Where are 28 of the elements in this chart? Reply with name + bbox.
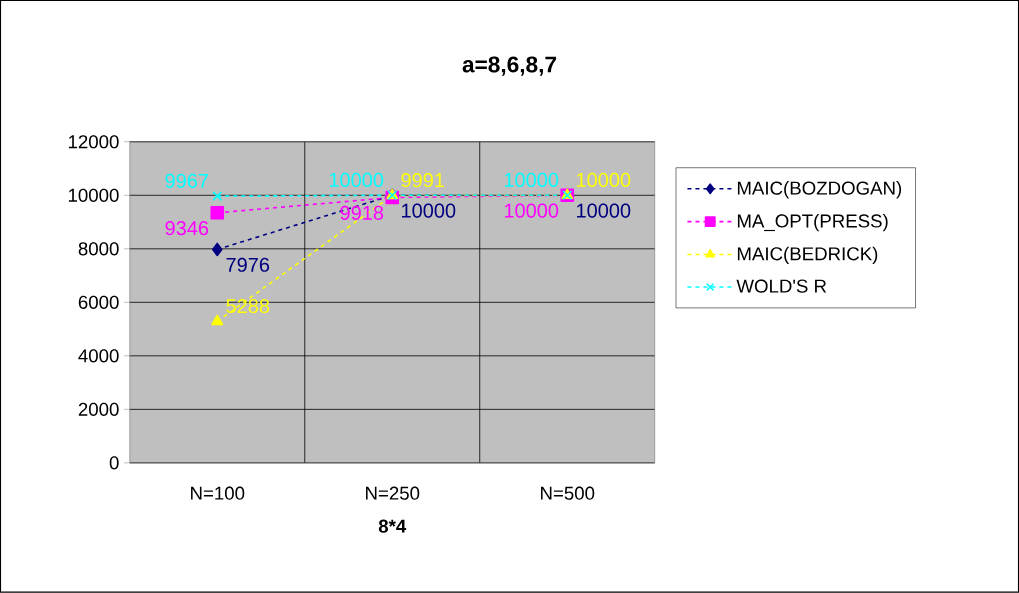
legend-label: MAIC(BEDRICK) [737,246,878,265]
y-tick-label: 10000 [68,188,119,203]
data-label: 9346 [165,221,209,236]
data-label: 9918 [340,205,384,221]
data-label: 9967 [165,173,208,189]
y-tick-label: 4000 [78,349,119,363]
chart-title: a=8,6,8,7 [462,56,557,76]
x-tick-label: N=100 [191,486,245,500]
data-label: 10000 [402,203,456,218]
y-tick-label: 0 [109,456,119,470]
data-label: 7976 [226,257,270,273]
y-tick-label: 8000 [78,242,119,256]
x-tick-label: N=250 [366,486,420,500]
x-tick-label: N=500 [541,486,595,500]
data-label: 10000 [504,173,559,188]
data-label: 10000 [329,173,384,188]
data-label: 10000 [504,203,559,218]
data-label: 9991 [401,173,444,188]
legend-label: WOLD'S R [736,279,827,293]
legend-label: MA_OPT(PRESS) [737,214,888,232]
y-tick-label: 6000 [78,295,119,310]
x-axis-title: 8*4 [378,519,407,533]
data-label: 5288 [226,299,270,314]
legend-label: MAIC(BOZDOGAN) [737,181,902,199]
y-tick-label: 12000 [68,135,119,149]
data-label: 10000 [577,203,631,218]
data-label: 10000 [577,173,631,188]
y-tick-label: 2000 [78,402,119,417]
